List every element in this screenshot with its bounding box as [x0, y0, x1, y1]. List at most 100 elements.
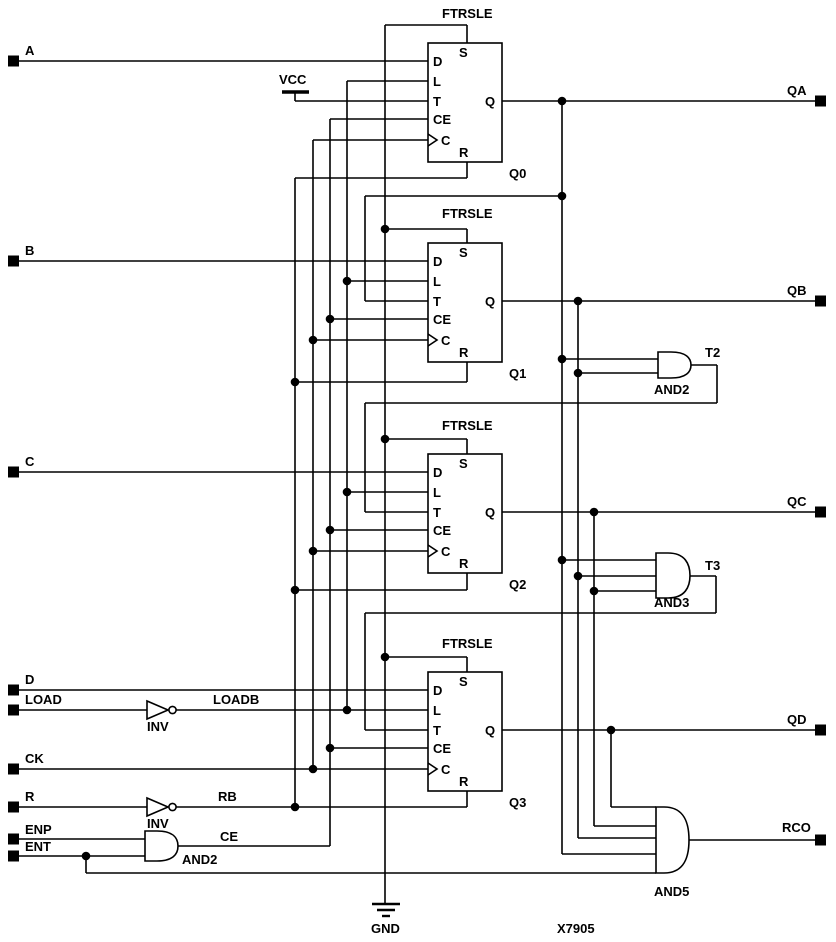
clock-wedge-icon [427, 133, 439, 147]
flipflop-q2[interactable]: FTRSLE S D L T CE C R Q Q2 [427, 418, 526, 592]
output-label-qa: QA [787, 83, 807, 98]
output-pad-qa[interactable] [815, 95, 826, 107]
pin-label-r: R [459, 345, 469, 360]
pin-label-r: R [459, 774, 469, 789]
pin-label-l: L [433, 274, 441, 289]
inverter-load[interactable]: INV [146, 699, 177, 734]
clock-wedge-icon [427, 544, 439, 558]
and5-rco-gate[interactable]: AND5 [654, 806, 690, 899]
input-label-r: R [25, 789, 35, 804]
pin-label-s: S [459, 674, 468, 689]
pin-label-t: T [433, 505, 441, 520]
net-label-t2: T2 [705, 345, 720, 360]
pin-label-d: D [433, 465, 442, 480]
flipflop-q1[interactable]: FTRSLE S D L T CE C R Q Q1 [427, 206, 526, 381]
and3-t3-label: AND3 [654, 595, 689, 610]
input-pad-ck[interactable] [8, 763, 19, 775]
and2-t2-label: AND2 [654, 382, 689, 397]
flipflop-type-label: FTRSLE [442, 418, 493, 433]
output-label-qd: QD [787, 712, 807, 727]
flipflop-instance-label: Q3 [509, 795, 526, 810]
flipflop-q3[interactable]: FTRSLE S D L T CE C R Q Q3 [427, 636, 526, 810]
pin-label-q: Q [485, 94, 495, 109]
pin-label-c: C [441, 133, 451, 148]
flipflop-body[interactable] [427, 671, 503, 792]
clock-wedge-icon [427, 333, 439, 347]
gnd-label: GND [371, 921, 400, 936]
inverter-r[interactable]: INV [146, 796, 177, 831]
input-pad-load[interactable] [8, 704, 19, 716]
net-label-loadb: LOADB [213, 692, 259, 707]
pin-label-l: L [433, 74, 441, 89]
inverter-bubble [168, 705, 177, 715]
vcc-label: VCC [279, 72, 307, 87]
and2-t2-gate[interactable]: AND2 [654, 351, 692, 397]
net-gnd-wires [384, 24, 468, 903]
output-label-qb: QB [787, 283, 807, 298]
output-label-qc: QC [787, 494, 807, 509]
input-pad-r[interactable] [8, 801, 19, 813]
input-label-d: D [25, 672, 34, 687]
pin-label-d: D [433, 54, 442, 69]
flipflop-body[interactable] [427, 453, 503, 574]
pin-label-ce: CE [433, 741, 451, 756]
net-t3-wires [364, 575, 717, 731]
pin-label-r: R [459, 556, 469, 571]
input-pad-a[interactable] [8, 55, 19, 67]
net-label-ce: CE [220, 829, 238, 844]
pin-label-l: L [433, 485, 441, 500]
and5-rco-label: AND5 [654, 884, 689, 899]
input-label-ent: ENT [25, 839, 51, 854]
pin-label-c: C [441, 544, 451, 559]
inverter-bubble [168, 802, 177, 812]
pin-label-c: C [441, 333, 451, 348]
inverter-load-label: INV [147, 719, 169, 734]
pin-label-ce: CE [433, 312, 451, 327]
net-vcc-wires [282, 90, 428, 102]
input-pad-b[interactable] [8, 255, 19, 267]
pin-label-s: S [459, 245, 468, 260]
input-label-load: LOAD [25, 692, 62, 707]
pin-label-s: S [459, 45, 468, 60]
and2-ce-label: AND2 [182, 852, 217, 867]
input-pad-ent[interactable] [8, 850, 19, 862]
pin-label-r: R [459, 145, 469, 160]
net-ck-wires [312, 139, 428, 769]
flipflop-body[interactable] [427, 42, 503, 163]
input-label-enp: ENP [25, 822, 52, 837]
flipflop-type-label: FTRSLE [442, 6, 493, 21]
net-qd-wires [502, 729, 815, 808]
pin-label-d: D [433, 683, 442, 698]
net-loadb-wires [176, 80, 428, 711]
flipflop-type-label: FTRSLE [442, 206, 493, 221]
flipflop-q0[interactable]: FTRSLE S D L T CE C R Q Q0 [427, 6, 526, 181]
pin-label-d: D [433, 254, 442, 269]
output-pad-qc[interactable] [815, 506, 826, 518]
pin-label-q: Q [485, 505, 495, 520]
and3-t3-gate[interactable]: AND3 [654, 552, 691, 610]
net-rb-wires [176, 162, 468, 808]
net-label-rb: RB [218, 789, 237, 804]
pin-label-t: T [433, 723, 441, 738]
junction-dots [81, 96, 616, 861]
pin-label-c: C [441, 762, 451, 777]
input-label-a: A [25, 43, 35, 58]
input-pad-c[interactable] [8, 466, 19, 478]
input-pad-d[interactable] [8, 684, 19, 696]
net-label-t3: T3 [705, 558, 720, 573]
net-ce-wires [178, 118, 428, 847]
input-label-b: B [25, 243, 34, 258]
pin-label-s: S [459, 456, 468, 471]
net-qb-wires [502, 300, 815, 839]
output-pad-qb[interactable] [815, 295, 826, 307]
and2-ce-gate[interactable]: AND2 [144, 830, 217, 867]
pin-label-l: L [433, 703, 441, 718]
input-label-c: C [25, 454, 35, 469]
output-label-rco: RCO [782, 820, 811, 835]
output-pad-qd[interactable] [815, 724, 826, 736]
input-pad-enp[interactable] [8, 833, 19, 845]
output-pad-rco[interactable] [815, 834, 826, 846]
pin-label-q: Q [485, 723, 495, 738]
flipflop-body[interactable] [427, 242, 503, 363]
